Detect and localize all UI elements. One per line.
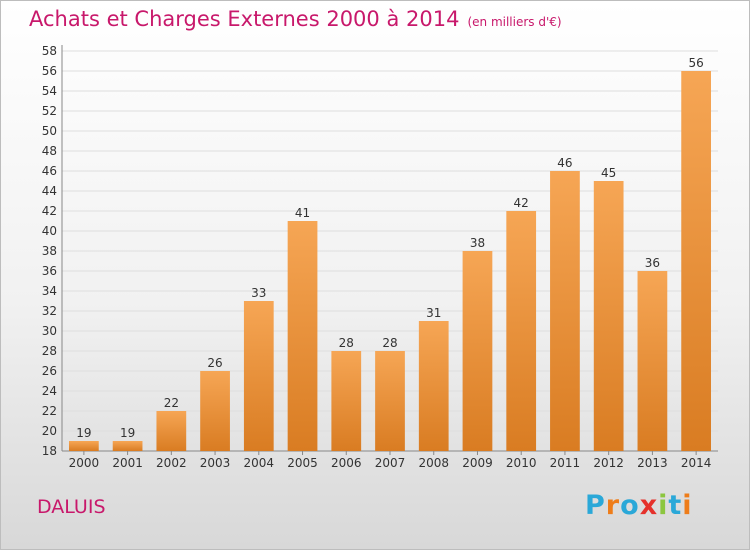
- data-label: 28: [339, 336, 354, 350]
- logo-letter: i: [658, 490, 669, 521]
- y-tick-label: 50: [42, 124, 57, 138]
- y-tick-label: 42: [42, 204, 57, 218]
- y-tick-label: 30: [42, 324, 57, 338]
- y-tick-label: 34: [42, 284, 57, 298]
- logo-letter: t: [668, 490, 683, 521]
- x-tick-label: 2012: [593, 456, 624, 470]
- data-label: 45: [601, 166, 616, 180]
- data-label: 33: [251, 286, 266, 300]
- y-tick-label: 22: [42, 404, 57, 418]
- x-tick-label: 2010: [506, 456, 537, 470]
- x-tick-label: 2001: [112, 456, 143, 470]
- logo-letter: r: [605, 490, 621, 521]
- y-tick-label: 56: [42, 64, 57, 78]
- bar: [68, 441, 99, 451]
- place-name: DALUIS: [37, 496, 106, 518]
- y-tick-label: 32: [42, 304, 57, 318]
- data-label: 19: [76, 426, 91, 440]
- y-tick-label: 28: [42, 344, 57, 358]
- data-label: 36: [645, 256, 660, 270]
- x-tick-label: 2004: [244, 456, 275, 470]
- data-label: 38: [470, 236, 485, 250]
- x-tick-label: 2014: [681, 456, 712, 470]
- x-tick-label: 2005: [287, 456, 318, 470]
- data-label: 56: [688, 56, 703, 70]
- y-tick-labels: 18 20 22 24 26 28 30 32 34 36 38 40 42 44 46 48 50 52 54 56…: [42, 44, 57, 458]
- logo-letter: x: [639, 490, 659, 521]
- x-tick-label: 2008: [418, 456, 449, 470]
- logo-letter: i: [682, 490, 693, 521]
- y-tick-label: 58: [42, 44, 57, 58]
- data-label: 41: [295, 206, 310, 220]
- logo-letter: P: [585, 490, 606, 521]
- data-label: 22: [164, 396, 179, 410]
- bar: [112, 441, 143, 451]
- y-tick-label: 54: [42, 84, 57, 98]
- y-tick-label: 52: [42, 104, 57, 118]
- x-tick-label: 2006: [331, 456, 362, 470]
- x-tick-labels: 2000 2001 2002 2003 2004 2005 2006 2007 2008 2009…: [69, 456, 712, 470]
- bar: [418, 321, 449, 451]
- x-tick-label: 2013: [637, 456, 668, 470]
- bar: [462, 251, 493, 451]
- bars: [68, 71, 712, 451]
- bar: [243, 301, 274, 451]
- data-label: 42: [514, 196, 529, 210]
- x-tick-label: 2000: [69, 456, 100, 470]
- y-tick-label: 46: [42, 164, 57, 178]
- y-tick-label: 36: [42, 264, 57, 278]
- data-label: 28: [382, 336, 397, 350]
- proxiti-logo: Proxiti: [585, 490, 693, 521]
- data-label: 46: [557, 156, 572, 170]
- bar: [681, 71, 712, 451]
- x-tick-label: 2002: [156, 456, 187, 470]
- y-tick-label: 48: [42, 144, 57, 158]
- data-label: 19: [120, 426, 135, 440]
- bar: [331, 351, 362, 451]
- y-tick-label: 38: [42, 244, 57, 258]
- x-tick-label: 2003: [200, 456, 231, 470]
- data-label: 31: [426, 306, 441, 320]
- bar: [637, 271, 668, 451]
- chart-title-text: Achats et Charges Externes 2000 à 2014: [29, 7, 460, 31]
- bar: [287, 221, 318, 451]
- x-tick-label: 2007: [375, 456, 406, 470]
- y-tick-label: 24: [42, 384, 57, 398]
- bar: [375, 351, 405, 451]
- bar: [593, 181, 624, 451]
- bar: [506, 211, 537, 451]
- bar: [550, 171, 580, 451]
- logo-letter: o: [620, 490, 640, 521]
- x-tick-label: 2009: [462, 456, 493, 470]
- chart-title: Achats et Charges Externes 2000 à 2014 (e…: [29, 7, 562, 31]
- y-tick-label: 44: [42, 184, 57, 198]
- y-tick-label: 26: [42, 364, 57, 378]
- y-tick-label: 18: [42, 444, 57, 458]
- bar: [156, 411, 187, 451]
- y-tick-label: 40: [42, 224, 57, 238]
- data-label: 26: [207, 356, 222, 370]
- y-tick-label: 20: [42, 424, 57, 438]
- data-labels: 19 19 22 26 33 41 28 28 31 38 42 46 45 36 56: [76, 56, 704, 440]
- bar: [200, 371, 230, 451]
- x-tick-label: 2011: [550, 456, 581, 470]
- chart-subtitle: (en milliers d'€): [467, 15, 562, 29]
